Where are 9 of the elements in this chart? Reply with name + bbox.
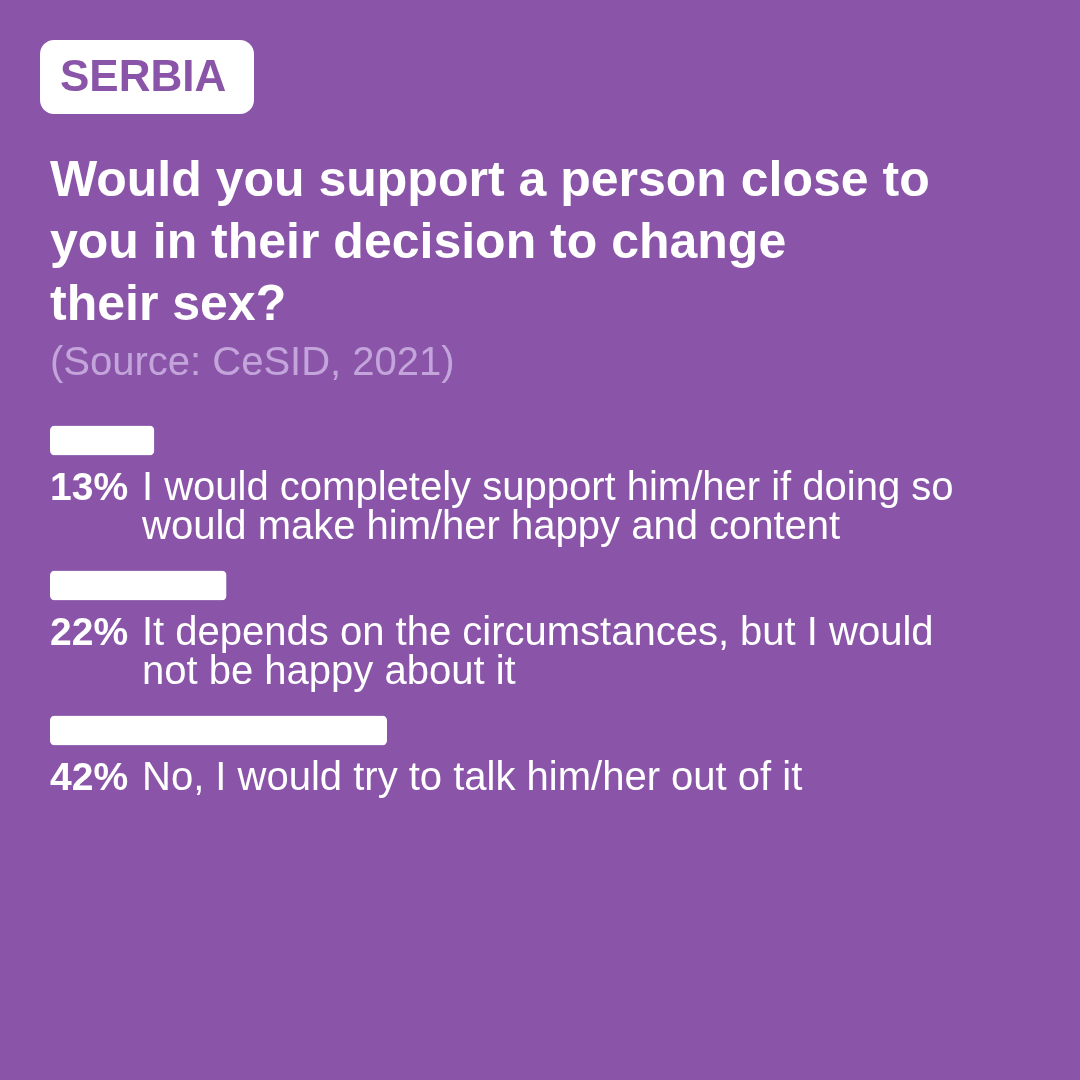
data-label: 13% [50,464,129,508]
y-tick-label: I would completely support him/her if doing so would make him/her happy and content [141,463,954,547]
text: Would you support a person close to you in their decision to change their sex? [50,151,930,331]
y-tick-label: It depends on the circumstances, but I would not be happy about it [142,608,934,692]
y-tick-label: No, I would try to talk him/her out of it [142,753,803,798]
text: (Source: CeSID, 2021) [50,339,455,383]
data-label: 22% [50,609,129,653]
text: SERBIA [60,51,227,100]
data-label: 42% [50,754,129,798]
